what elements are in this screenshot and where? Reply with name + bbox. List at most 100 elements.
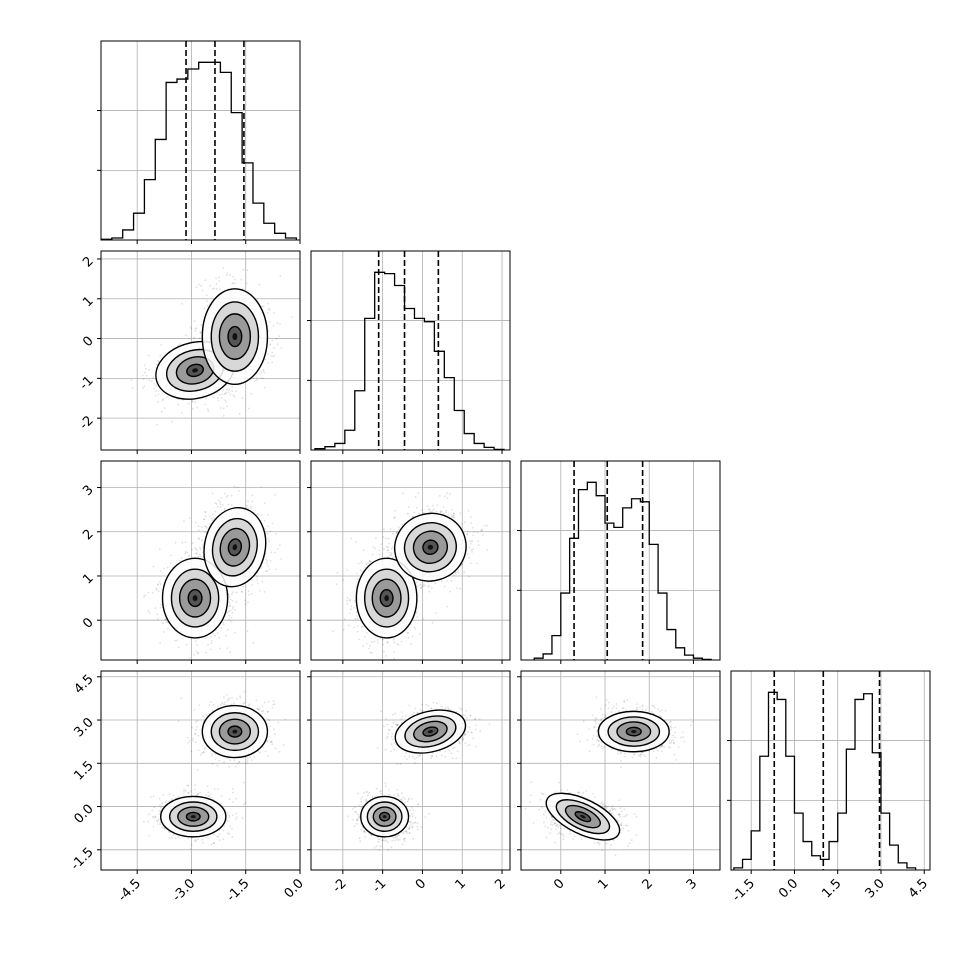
sample-point: [256, 513, 259, 516]
sample-point: [165, 621, 168, 624]
sample-point: [176, 639, 178, 642]
sample-point: [208, 523, 211, 525]
sample-point: [290, 316, 293, 318]
sample-point: [358, 638, 361, 641]
sample-point: [234, 608, 236, 611]
sample-point: [216, 396, 219, 399]
sample-point: [184, 541, 187, 544]
sample-point: [332, 630, 334, 633]
sample-point: [208, 515, 211, 517]
sample-point: [226, 274, 228, 277]
sample-point: [184, 552, 187, 555]
sample-point: [221, 504, 224, 506]
sample-point: [410, 643, 412, 646]
sample-point: [407, 636, 410, 639]
sample-point: [372, 546, 375, 548]
sample-point: [204, 637, 207, 640]
sample-point: [154, 394, 157, 397]
sample-point: [271, 351, 274, 354]
sample-point: [179, 560, 181, 562]
sample-point: [211, 287, 214, 290]
sample-point: [212, 396, 215, 399]
sample-point: [181, 412, 184, 414]
sample-point: [275, 568, 278, 571]
sample-point: [387, 556, 389, 558]
sample-point: [360, 561, 363, 563]
sample-point: [260, 485, 262, 488]
sample-point: [226, 388, 229, 391]
sample-point: [184, 550, 187, 553]
sample-point: [260, 377, 263, 379]
sample-point: [204, 515, 207, 518]
sample-point: [431, 621, 434, 624]
sample-point: [194, 329, 197, 332]
sample-point: [199, 548, 202, 551]
sample-point: [223, 507, 226, 510]
sample-point: [195, 548, 198, 550]
sample-point: [228, 618, 231, 621]
sample-point: [230, 616, 233, 619]
sample-point: [141, 374, 144, 377]
sample-point: [267, 353, 269, 355]
sample-point: [200, 324, 203, 326]
panel-frame: [100, 40, 301, 241]
sample-point: [246, 630, 249, 633]
sample-point: [200, 284, 203, 287]
sample-point: [421, 585, 423, 588]
sample-point: [362, 644, 364, 647]
sample-point: [156, 613, 158, 615]
sample-point: [219, 647, 222, 650]
sample-point: [218, 636, 221, 639]
sample-point: [159, 355, 162, 357]
sample-point: [355, 611, 358, 614]
sample-point: [195, 286, 198, 289]
sample-point: [201, 289, 204, 292]
sample-point: [181, 541, 184, 544]
sample-point: [355, 540, 358, 543]
sample-point: [335, 583, 338, 585]
sample-point: [428, 584, 431, 587]
sample-point: [195, 650, 198, 653]
sample-point: [256, 582, 259, 585]
sample-point: [247, 601, 249, 604]
sample-point: [432, 504, 434, 507]
sample-point: [224, 492, 226, 495]
sample-point: [252, 641, 255, 644]
sample-point: [157, 590, 160, 592]
sample-point: [360, 626, 363, 628]
sample-point: [228, 614, 231, 617]
sample-point: [382, 643, 385, 646]
sample-point: [268, 308, 271, 311]
sample-point: [263, 502, 266, 505]
sample-point: [262, 305, 265, 308]
sample-point: [209, 284, 212, 287]
sample-point: [216, 391, 219, 394]
sample-point: [346, 597, 349, 600]
sample-point: [433, 508, 436, 510]
sample-point: [232, 282, 235, 284]
sample-point: [222, 389, 225, 391]
sample-point: [348, 599, 351, 602]
sample-point: [164, 618, 167, 621]
sample-point: [367, 562, 370, 564]
sample-point: [416, 616, 419, 618]
sample-point: [460, 523, 463, 525]
sample-point: [392, 651, 395, 653]
sample-point: [233, 282, 236, 285]
sample-point: [143, 364, 146, 367]
sample-point: [142, 387, 144, 389]
sample-point: [159, 642, 162, 644]
sample-point: [450, 515, 453, 518]
sample-point: [369, 560, 371, 563]
sample-point: [204, 511, 206, 513]
sample-point: [157, 618, 159, 621]
sample-point: [416, 506, 418, 509]
sample-point: [232, 394, 235, 397]
panel-frame: [100, 250, 301, 451]
sample-point: [157, 583, 160, 586]
sample-point: [194, 327, 197, 330]
sample-point: [247, 500, 250, 503]
sample-point: [256, 576, 258, 578]
sample-point: [197, 651, 200, 654]
